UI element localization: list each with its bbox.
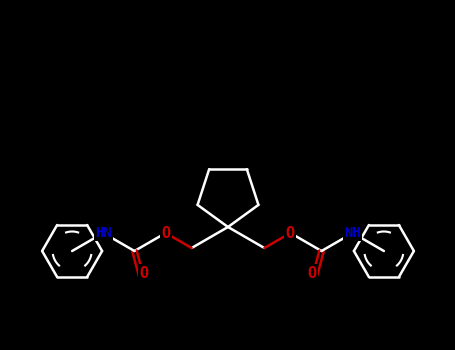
Text: O: O xyxy=(308,266,317,281)
Text: NH: NH xyxy=(344,226,361,240)
Text: O: O xyxy=(286,225,295,240)
Text: O: O xyxy=(139,266,148,281)
Text: HN: HN xyxy=(95,226,111,240)
Text: O: O xyxy=(161,225,170,240)
